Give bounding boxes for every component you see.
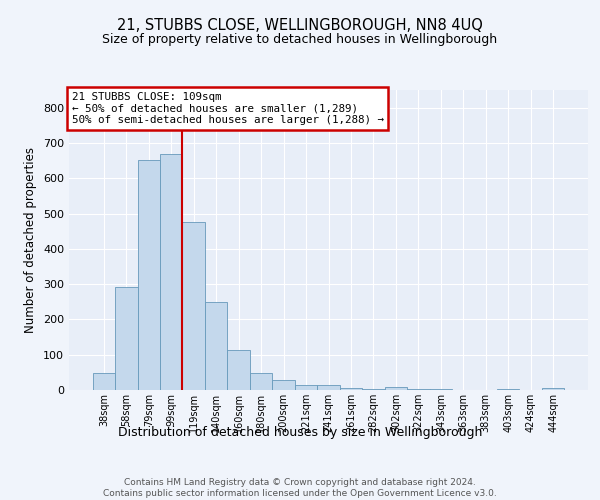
Y-axis label: Number of detached properties: Number of detached properties bbox=[25, 147, 37, 333]
Text: Size of property relative to detached houses in Wellingborough: Size of property relative to detached ho… bbox=[103, 32, 497, 46]
Bar bbox=[160, 154, 182, 390]
Bar bbox=[542, 388, 565, 390]
Bar bbox=[295, 384, 317, 390]
Bar bbox=[92, 374, 115, 390]
Bar bbox=[272, 380, 295, 390]
Bar bbox=[340, 388, 362, 390]
Bar bbox=[430, 388, 452, 390]
Bar bbox=[317, 385, 340, 390]
Bar bbox=[362, 388, 385, 390]
Bar bbox=[205, 302, 227, 390]
Bar bbox=[115, 286, 137, 390]
Text: 21 STUBBS CLOSE: 109sqm
← 50% of detached houses are smaller (1,289)
50% of semi: 21 STUBBS CLOSE: 109sqm ← 50% of detache… bbox=[71, 92, 383, 124]
Bar bbox=[385, 387, 407, 390]
Bar bbox=[250, 372, 272, 390]
Text: 21, STUBBS CLOSE, WELLINGBOROUGH, NN8 4UQ: 21, STUBBS CLOSE, WELLINGBOROUGH, NN8 4U… bbox=[117, 18, 483, 32]
Text: Distribution of detached houses by size in Wellingborough: Distribution of detached houses by size … bbox=[118, 426, 482, 439]
Bar bbox=[227, 350, 250, 390]
Text: Contains HM Land Registry data © Crown copyright and database right 2024.
Contai: Contains HM Land Registry data © Crown c… bbox=[103, 478, 497, 498]
Bar bbox=[137, 160, 160, 390]
Bar bbox=[182, 222, 205, 390]
